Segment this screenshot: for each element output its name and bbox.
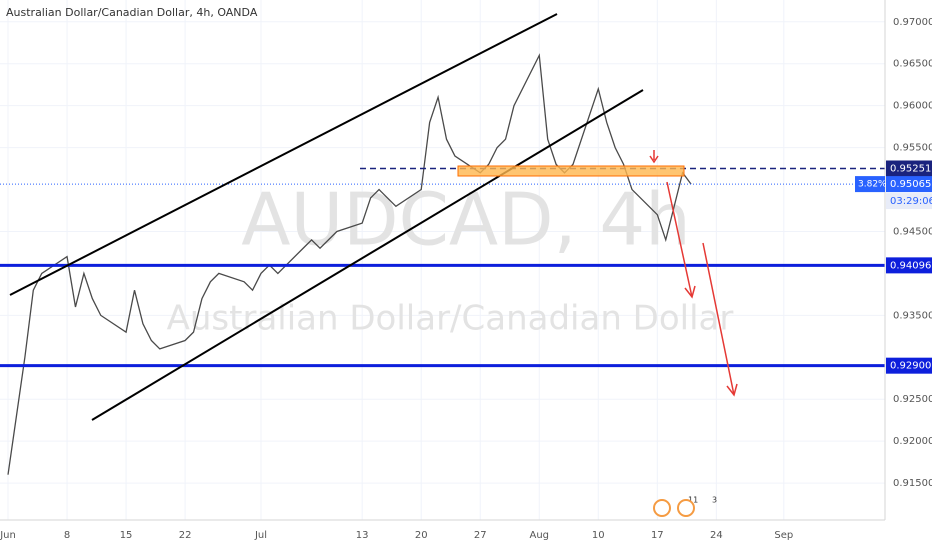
x-tick-label: Jul [254, 530, 267, 541]
level-tag [886, 357, 932, 374]
x-tick-label: 27 [474, 530, 487, 541]
x-tick-label: 13 [356, 530, 369, 541]
grid [0, 0, 885, 520]
y-tick-label: 0.92000 [893, 436, 932, 447]
level-label: 0.92900 [890, 361, 931, 372]
x-tick-label: 15 [120, 530, 133, 541]
level-label: 0.95251 [890, 163, 931, 174]
level-label: 0.94096 [890, 260, 931, 271]
channel-upper [9, 13, 558, 296]
event-icon [653, 499, 671, 517]
y-tick-label: 0.93500 [893, 310, 932, 321]
x-tick-label: Jun [0, 530, 16, 541]
chart-title: Australian Dollar/Canadian Dollar, 4h, O… [6, 6, 258, 19]
countdown-label: 03:29:06 [890, 196, 932, 207]
level-tag [886, 160, 932, 177]
x-tick-label: Aug [529, 530, 549, 541]
event-count: 11 [688, 496, 698, 505]
x-tick-label: 22 [179, 530, 192, 541]
countdown-tag [886, 193, 932, 210]
last-price-tag [886, 176, 932, 193]
axes: 0.97000 0.96500 0.96000 0.95500 0.94500 0.935… [0, 17, 932, 541]
last-price-label: 0.95065 [890, 179, 931, 190]
channel-lower [91, 89, 644, 421]
x-tick-label: 10 [592, 530, 605, 541]
y-tick-label: 0.92500 [893, 394, 932, 405]
event-icon [677, 499, 695, 517]
change-label: 3.82% [858, 180, 887, 190]
y-tick-label: 0.91500 [893, 478, 932, 489]
price-line [7, 53, 692, 475]
event-count: 3 [712, 496, 717, 505]
x-tick-label: 8 [64, 530, 70, 541]
x-tick-label: Sep [774, 530, 793, 541]
x-tick-label: 24 [710, 530, 723, 541]
projection-arrows [649, 150, 738, 397]
change-tag [855, 176, 885, 193]
y-tick-label: 0.96500 [893, 59, 932, 70]
y-tick-label: 0.94500 [893, 226, 932, 237]
x-tick-label: 20 [415, 530, 428, 541]
y-tick-label: 0.96000 [893, 101, 932, 112]
y-tick-label: 0.97000 [893, 17, 932, 28]
watermark-subtitle: Australian Dollar/Canadian Dollar [167, 299, 734, 339]
y-tick-label: 0.95500 [893, 143, 932, 154]
resistance-zone [457, 165, 685, 177]
watermark: AUDCAD, 4h [241, 178, 691, 262]
level-tag [886, 257, 932, 274]
x-tick-label: 17 [651, 530, 664, 541]
